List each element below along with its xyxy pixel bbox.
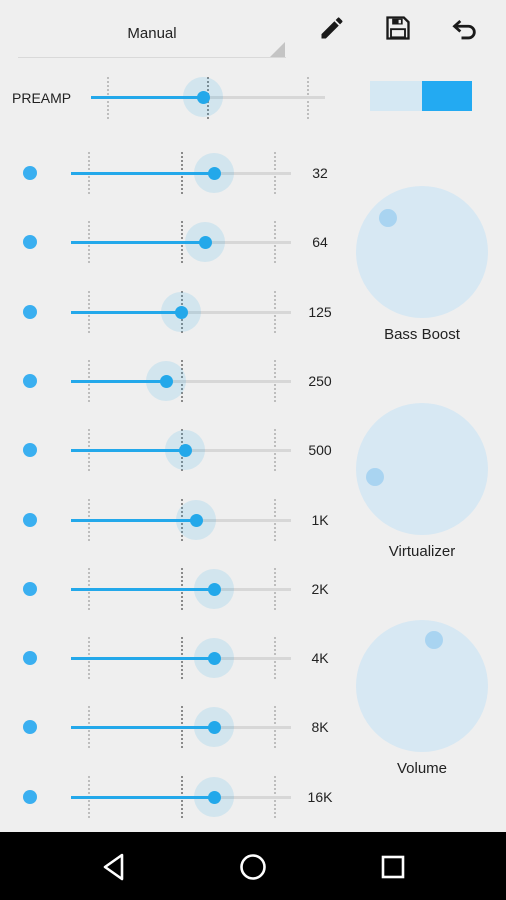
preset-label: Manual <box>127 25 177 42</box>
knob-indicator-dot <box>425 630 444 649</box>
preset-dropdown[interactable]: Manual <box>18 14 286 58</box>
slider-fill <box>71 172 214 175</box>
slider-fill <box>71 311 181 314</box>
slider-thumb[interactable] <box>207 791 221 804</box>
band-enable-dot[interactable] <box>23 582 37 596</box>
home-circle-icon[interactable] <box>236 850 270 884</box>
knob-label: Virtualizer <box>388 543 456 560</box>
band-enable-dot[interactable] <box>23 305 37 319</box>
band-slider[interactable] <box>71 153 291 193</box>
band-slider[interactable] <box>71 638 291 678</box>
band-slider[interactable] <box>71 777 291 817</box>
slider-thumb[interactable] <box>174 306 188 319</box>
slider-thumb[interactable] <box>159 375 173 388</box>
band-frequency-label: 2K <box>311 581 329 597</box>
band-frequency-label: 16K <box>307 789 333 805</box>
slider-thumb[interactable] <box>196 91 210 104</box>
slider-fill <box>71 241 205 244</box>
slider-track <box>71 380 291 383</box>
pencil-icon[interactable] <box>318 14 346 42</box>
band-frequency-label: 64 <box>312 234 328 250</box>
slider-fill <box>71 657 214 660</box>
slider-fill <box>71 588 214 591</box>
navigation-bar <box>0 832 506 900</box>
band-slider[interactable] <box>71 361 291 401</box>
preamp-toggle[interactable] <box>370 81 472 111</box>
toggle-knob <box>422 81 472 111</box>
band-frequency-label: 32 <box>312 165 328 181</box>
slider-thumb[interactable] <box>178 444 192 457</box>
band-enable-dot[interactable] <box>23 166 37 180</box>
dropdown-corner-icon <box>270 42 285 57</box>
slider-thumb[interactable] <box>207 721 221 734</box>
band-enable-dot[interactable] <box>23 513 37 527</box>
preamp-label: PREAMP <box>12 90 72 106</box>
knob-circle[interactable] <box>356 620 488 752</box>
band-slider[interactable] <box>71 569 291 609</box>
knob-label: Volume <box>396 760 448 777</box>
recents-square-icon[interactable] <box>376 850 410 884</box>
slider-fill <box>71 796 214 799</box>
slider-fill <box>71 726 214 729</box>
band-slider[interactable] <box>71 500 291 540</box>
slider-thumb[interactable] <box>198 236 212 249</box>
preamp-slider[interactable] <box>91 77 325 117</box>
back-triangle-icon[interactable] <box>97 850 131 884</box>
slider-fill <box>71 449 185 452</box>
band-enable-dot[interactable] <box>23 651 37 665</box>
band-frequency-label: 1K <box>311 512 329 528</box>
slider-thumb[interactable] <box>207 167 221 180</box>
floppy-disk-icon[interactable] <box>384 14 412 42</box>
band-slider[interactable] <box>71 707 291 747</box>
slider-thumb[interactable] <box>207 652 221 665</box>
slider-fill <box>91 96 203 99</box>
knob-indicator-dot <box>365 468 384 487</box>
preset-underline <box>18 57 286 58</box>
undo-arrow-icon[interactable] <box>451 14 479 42</box>
knob-label: Bass Boost <box>384 326 460 343</box>
band-slider[interactable] <box>71 430 291 470</box>
band-enable-dot[interactable] <box>23 790 37 804</box>
band-frequency-label: 250 <box>308 373 332 389</box>
band-enable-dot[interactable] <box>23 235 37 249</box>
band-frequency-label: 8K <box>311 719 329 735</box>
slider-fill <box>71 519 196 522</box>
band-frequency-label: 125 <box>308 304 332 320</box>
slider-fill <box>71 380 166 383</box>
knob-circle[interactable] <box>356 186 488 318</box>
band-slider[interactable] <box>71 222 291 262</box>
slider-thumb[interactable] <box>189 514 203 527</box>
band-enable-dot[interactable] <box>23 720 37 734</box>
band-frequency-label: 500 <box>308 442 332 458</box>
slider-thumb[interactable] <box>207 583 221 596</box>
band-enable-dot[interactable] <box>23 374 37 388</box>
band-enable-dot[interactable] <box>23 443 37 457</box>
band-slider[interactable] <box>71 292 291 332</box>
band-frequency-label: 4K <box>311 650 329 666</box>
knob-indicator-dot <box>379 209 398 228</box>
